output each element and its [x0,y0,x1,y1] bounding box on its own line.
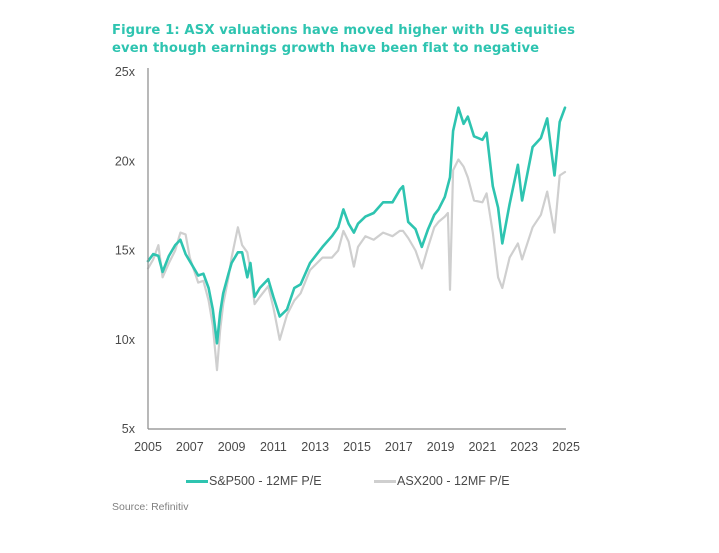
series-line-asx200 [146,158,567,372]
x-tick-label: 2005 [134,440,162,454]
x-tick-label: 2013 [301,440,329,454]
y-tick-label: 20x [115,154,136,168]
y-tick-labels: 5x 10x 15x 20x 25x [115,65,136,436]
y-tick-label: 5x [122,422,136,436]
x-tick-label: 2017 [385,440,413,454]
x-tick-label: 2021 [468,440,496,454]
x-tick-label: 2023 [510,440,538,454]
series-line-sp500 [146,106,567,345]
legend-item-asx200: ASX200 - 12MF P/E [374,474,510,488]
y-tick-label: 15x [115,244,136,258]
source-note: Source: Refinitiv [112,501,189,513]
legend: S&P500 - 12MF P/E ASX200 - 12MF P/E [0,474,719,494]
chart-title: Figure 1: ASX valuations have moved high… [112,23,576,56]
x-tick-label: 2019 [427,440,455,454]
legend-item-sp500: S&P500 - 12MF P/E [186,474,322,488]
legend-label-asx200: ASX200 - 12MF P/E [397,474,510,488]
x-tick-label: 2015 [343,440,371,454]
legend-swatch-sp500 [186,479,208,483]
y-tick-label: 25x [115,65,136,79]
series-layer [146,106,567,372]
y-tick-label: 10x [115,333,136,347]
x-tick-label: 2007 [176,440,204,454]
x-tick-label: 2009 [218,440,246,454]
legend-swatch-asx200 [374,479,396,483]
legend-label-sp500: S&P500 - 12MF P/E [209,474,322,488]
x-tick-label: 2025 [552,440,580,454]
x-tick-label: 2011 [260,440,287,454]
x-tick-labels: 2005 2007 2009 2011 2013 2015 2017 2019 2021 2023… [134,440,580,454]
